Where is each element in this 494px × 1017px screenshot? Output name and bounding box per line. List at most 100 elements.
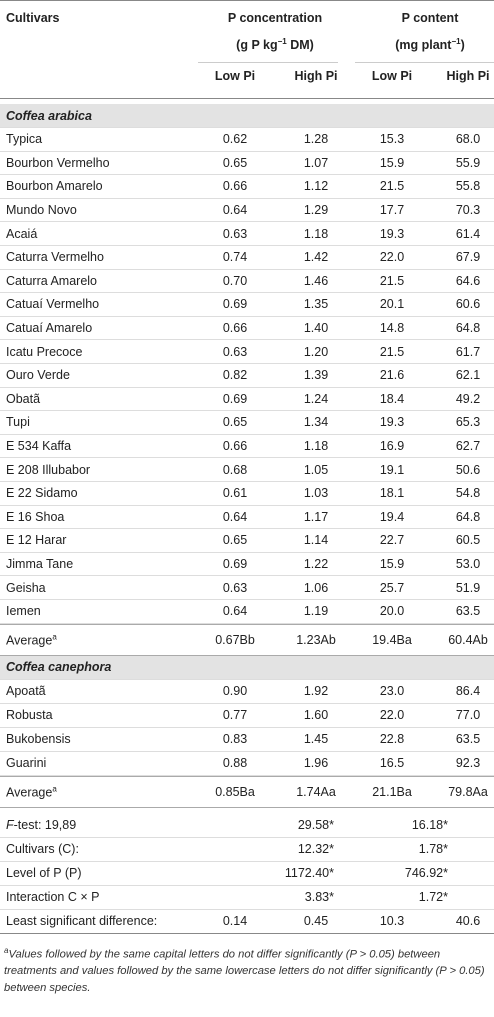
section-title: Coffea arabica <box>6 108 92 123</box>
cell-value: 19.4 <box>379 509 405 524</box>
cell-value: 0.66 <box>222 321 248 336</box>
cell-value: 1.46 <box>303 273 329 288</box>
table-row: Caturra Amarelo 0.70 1.46 21.5 64.6 <box>0 270 494 294</box>
average-sup: a <box>52 784 57 794</box>
stat-italic: F <box>6 818 14 833</box>
table-row: Bourbon Vermelho 0.65 1.07 15.9 55.9 <box>0 152 494 176</box>
cell-value: 64.8 <box>455 509 481 524</box>
table-row: Geisha 0.63 1.06 25.7 51.9 <box>0 576 494 600</box>
cultivar-name: E 12 Harar <box>6 533 67 548</box>
cultivar-name: Apoatã <box>6 684 46 699</box>
cell-value: 1.05 <box>303 462 329 477</box>
footnote-text: P <box>439 965 447 978</box>
cell-value: 1.40 <box>303 321 329 336</box>
table-row: Level of P (P) 1172.40* 746.92* <box>0 862 494 886</box>
stat-label: Cultivars (C): <box>6 842 79 857</box>
rule <box>0 98 494 99</box>
stat-value: 1.72* <box>418 890 448 905</box>
subcolumn-header: High Pi <box>446 69 490 83</box>
cell-value: 61.7 <box>455 344 481 359</box>
table-row: Obatã 0.69 1.24 18.4 49.2 <box>0 388 494 412</box>
table-row: Apoatã 0.90 1.92 23.0 86.4 <box>0 680 494 704</box>
cell-value: 1.92 <box>303 684 329 699</box>
stat-label: Least significant difference: <box>6 914 158 929</box>
cell-value: 20.0 <box>379 604 405 619</box>
table-row: Bukobensis 0.83 1.45 22.8 63.5 <box>0 728 494 752</box>
group-unit: (g P kg−1 DM) <box>236 38 314 52</box>
cell-value: 23.0 <box>379 684 405 699</box>
cell-value: 0.77 <box>222 708 248 723</box>
cultivar-name: Ouro Verde <box>6 368 70 383</box>
table-row: Typica 0.62 1.28 15.3 68.0 <box>0 128 494 152</box>
table-row: Jimma Tane 0.69 1.22 15.9 53.0 <box>0 553 494 577</box>
table-row: Iemen 0.64 1.19 20.0 63.5 <box>0 600 494 624</box>
cell-value: 0.69 <box>222 297 248 312</box>
average-value: 79.8Aa <box>448 784 488 799</box>
average-value: 21.1Ba <box>372 784 412 799</box>
table-row: Bourbon Amarelo 0.66 1.12 21.5 55.8 <box>0 175 494 199</box>
cell-value: 86.4 <box>455 684 481 699</box>
cell-value: 0.63 <box>222 226 248 241</box>
cell-value: 55.8 <box>455 179 481 194</box>
group-unit: (mg plant−1) <box>395 38 465 52</box>
stat-value: 10.3 <box>379 914 405 929</box>
cultivar-name: Guarini <box>6 756 47 771</box>
cell-value: 1.18 <box>303 439 329 454</box>
table-row: Caturra Vermelho 0.74 1.42 22.0 67.9 <box>0 246 494 270</box>
subcolumn-header: Low Pi <box>214 69 256 83</box>
cell-value: 68.0 <box>455 132 481 147</box>
cultivar-name: E 22 Sidamo <box>6 486 78 501</box>
average-text: Average <box>6 633 53 648</box>
cell-value: 14.8 <box>379 321 405 336</box>
cell-value: 0.65 <box>222 533 248 548</box>
cell-value: 0.83 <box>222 732 248 747</box>
cultivar-name: Bukobensis <box>6 732 71 747</box>
table-row: Averagea 0.85Ba 1.74Aa 21.1Ba 79.8Aa <box>0 775 494 808</box>
cultivar-name: Caturra Amarelo <box>6 273 98 288</box>
cell-value: 0.65 <box>222 415 248 430</box>
cell-value: 0.64 <box>222 509 248 524</box>
cell-value: 62.7 <box>455 439 481 454</box>
table-row: Catuaí Vermelho 0.69 1.35 20.1 60.6 <box>0 293 494 317</box>
table-row: Icatu Precoce 0.63 1.20 21.5 61.7 <box>0 340 494 364</box>
stat-value: 29.58* <box>297 818 334 833</box>
table-row: Robusta 0.77 1.60 22.0 77.0 <box>0 704 494 728</box>
cell-value: 21.6 <box>379 368 405 383</box>
cell-value: 1.24 <box>303 391 329 406</box>
footnote-text: P <box>349 948 357 961</box>
cell-value: 1.20 <box>303 344 329 359</box>
cell-value: 19.3 <box>379 415 405 430</box>
cell-value: 64.6 <box>455 273 481 288</box>
cell-value: 1.34 <box>303 415 329 430</box>
cell-value: 19.3 <box>379 226 405 241</box>
stat-text: -test: 19,89 <box>13 818 77 833</box>
rule <box>198 62 338 63</box>
table-row: E 22 Sidamo 0.61 1.03 18.1 54.8 <box>0 482 494 506</box>
table-row: Least significant difference: 0.14 0.45 10.… <box>0 910 494 934</box>
cell-value: 1.17 <box>303 509 329 524</box>
cell-value: 0.90 <box>222 684 248 699</box>
stat-label: Interaction C × P <box>6 890 100 905</box>
cell-value: 65.3 <box>455 415 481 430</box>
stat-label: F-test: 19,89 <box>6 818 76 832</box>
cell-value: 18.1 <box>379 486 405 501</box>
cultivar-name: E 16 Shoa <box>6 509 65 524</box>
stat-value: 0.45 <box>303 914 329 929</box>
rule <box>355 62 494 63</box>
cell-value: 0.65 <box>222 155 248 170</box>
cell-value: 60.6 <box>455 297 481 312</box>
cultivar-name: Bourbon Vermelho <box>6 155 110 170</box>
cell-value: 1.19 <box>303 604 329 619</box>
cell-value: 0.63 <box>222 344 248 359</box>
stat-value: 1172.40* <box>284 866 334 881</box>
footnote-text: Values followed by the same capital lett… <box>8 948 350 961</box>
table-row: Coffea canephora <box>0 655 494 680</box>
stat-value: 16.18* <box>411 818 448 833</box>
table-row: Interaction C × P 3.83* 1.72* <box>0 886 494 910</box>
cell-value: 0.69 <box>222 391 248 406</box>
cell-value: 0.63 <box>222 580 248 595</box>
footnote: aValues followed by the same capital let… <box>4 942 492 998</box>
table-row: E 12 Harar 0.65 1.14 22.7 60.5 <box>0 529 494 553</box>
cell-value: 1.29 <box>303 203 329 218</box>
average-value: 0.67Bb <box>215 632 255 647</box>
